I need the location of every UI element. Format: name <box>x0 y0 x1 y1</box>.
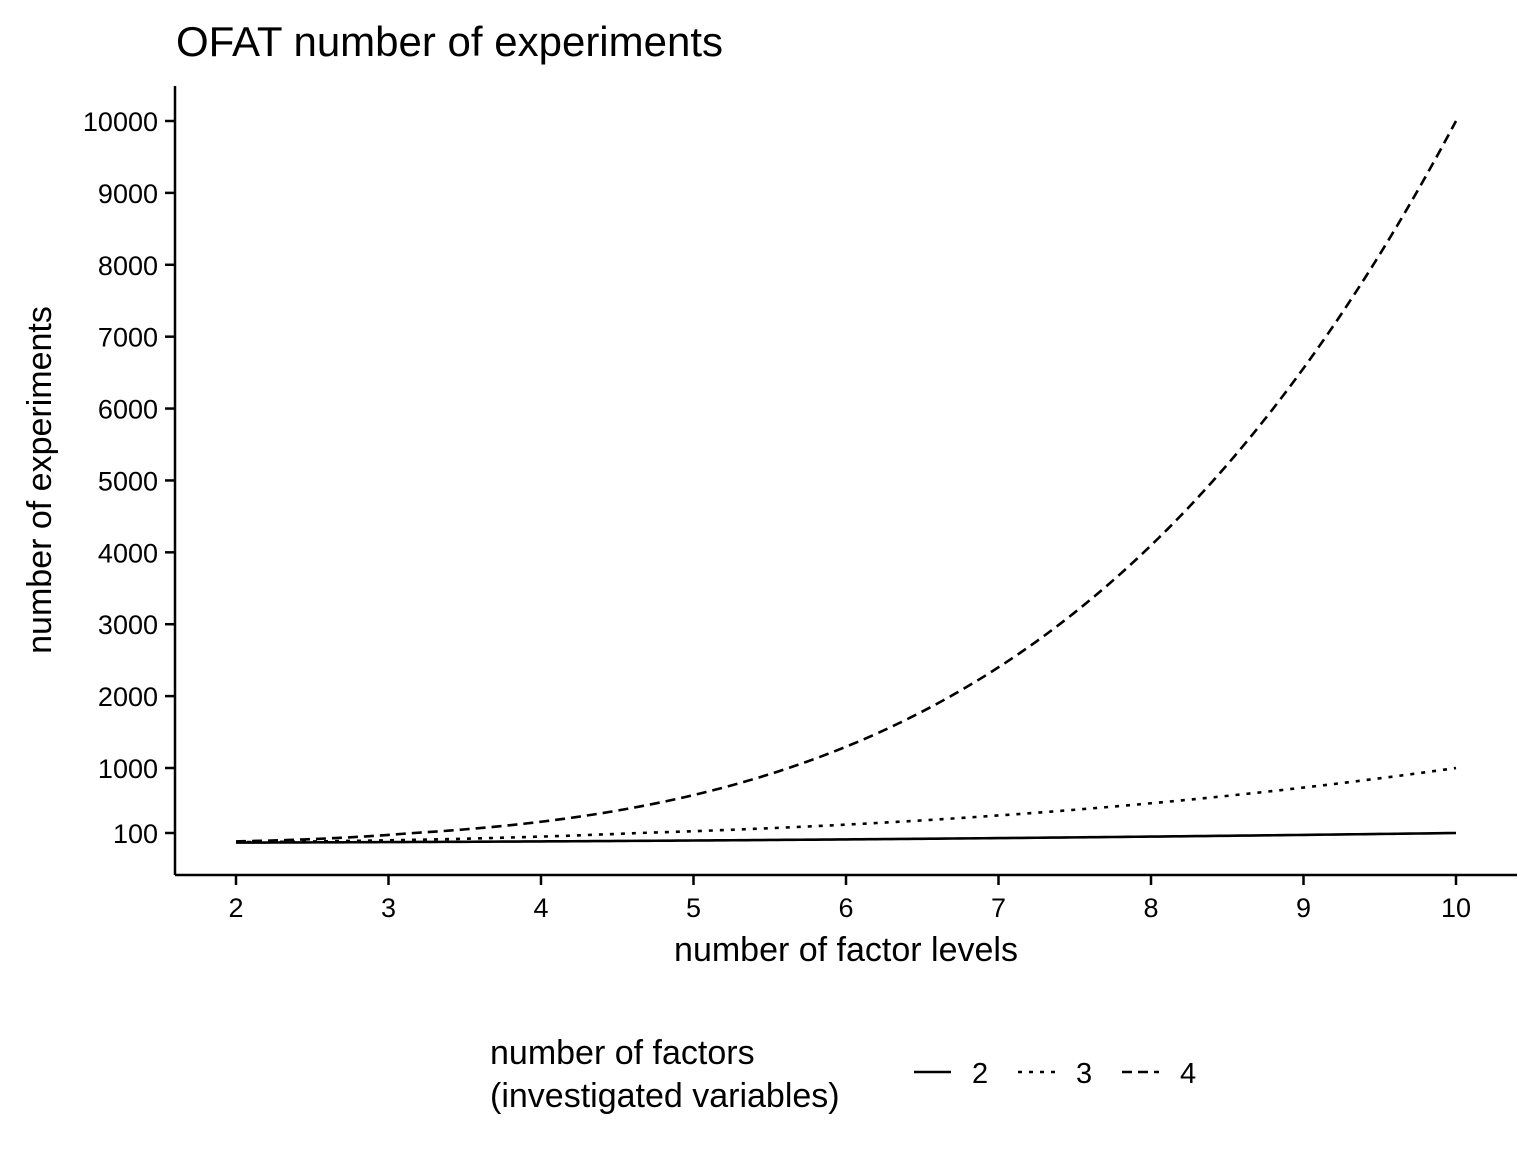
x-tick-label: 4 <box>533 893 548 923</box>
plot-panel: 100 1000 2000 3000 4000 5000 6000 7000 8000 9000 1… <box>83 86 1517 923</box>
legend-label-4: 4 <box>1180 1058 1196 1090</box>
y-tick-label: 4000 <box>98 538 158 568</box>
x-tick-label: 3 <box>381 893 396 923</box>
y-axis-title: number of experiments <box>21 306 59 654</box>
legend-label-3: 3 <box>1076 1058 1092 1090</box>
y-tick-label: 5000 <box>98 466 158 496</box>
y-tick-label: 1000 <box>98 754 158 784</box>
x-tick-label: 10 <box>1441 893 1471 923</box>
legend-label-2: 2 <box>972 1058 988 1090</box>
legend-keys: 2 3 4 <box>914 1058 1196 1090</box>
y-tick-label: 8000 <box>98 251 158 281</box>
x-tick-label: 8 <box>1143 893 1158 923</box>
x-tick-label: 2 <box>228 893 243 923</box>
y-tick-label: 100 <box>113 819 158 849</box>
y-tick-label: 7000 <box>98 323 158 353</box>
series-lines <box>235 120 1458 844</box>
x-tick-label: 9 <box>1296 893 1311 923</box>
y-ticks: 100 1000 2000 3000 4000 5000 6000 7000 8000 9000 1… <box>83 107 175 849</box>
series-line-3 <box>235 766 1457 844</box>
x-tick-label: 5 <box>686 893 701 923</box>
series-line-4 <box>235 120 1458 843</box>
x-tick-label: 6 <box>838 893 853 923</box>
x-ticks: 2 3 4 5 6 7 8 9 10 <box>228 875 1471 923</box>
legend-title-line1: number of factors <box>490 1034 755 1072</box>
x-axis-title: number of factor levels <box>674 931 1018 969</box>
y-tick-label: 10000 <box>83 107 158 137</box>
legend: number of factors (investigated variable… <box>490 1034 1196 1115</box>
legend-title-line2: (investigated variables) <box>490 1077 840 1115</box>
series-line-2 <box>235 831 1457 844</box>
y-tick-label: 9000 <box>98 179 158 209</box>
y-tick-label: 2000 <box>98 682 158 712</box>
y-tick-label: 3000 <box>98 610 158 640</box>
y-tick-label: 6000 <box>98 395 158 425</box>
x-tick-label: 7 <box>991 893 1006 923</box>
chart-title: OFAT number of experiments <box>176 18 723 65</box>
